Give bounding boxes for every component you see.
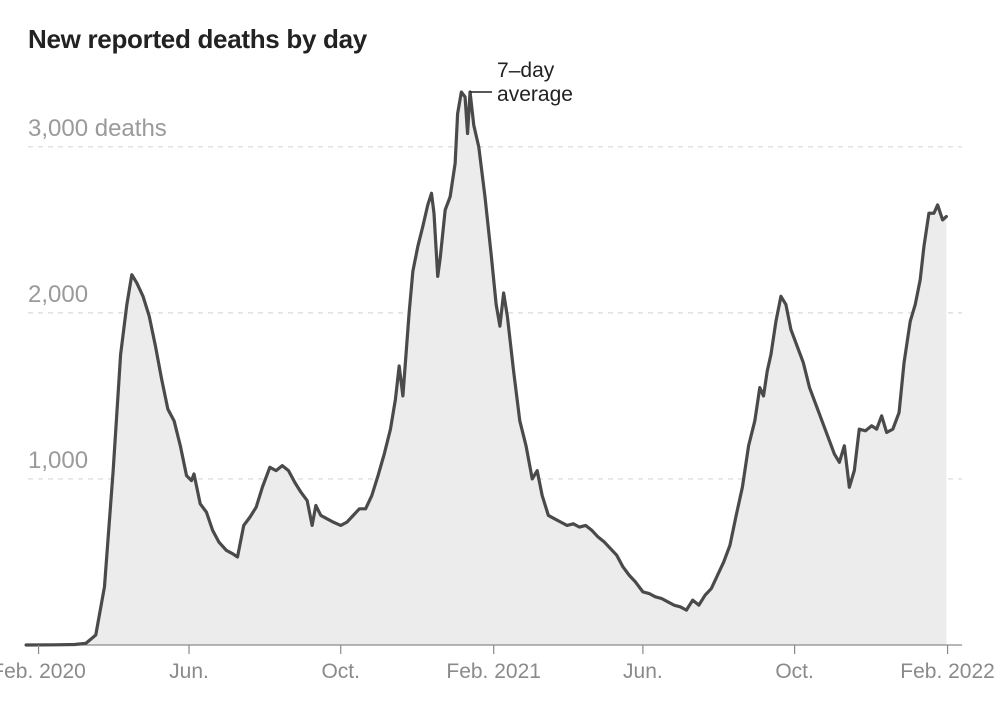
- annotation-label-line1: 7–day: [497, 59, 555, 82]
- y-tick-label-2000: 2,000: [28, 281, 88, 308]
- series-line-7-day-average: [24, 90, 948, 647]
- y-axis-ticks: 3,000 deaths 2,000 1,000: [28, 115, 167, 474]
- series-annotation: 7–day average: [470, 59, 573, 106]
- x-tick-label-3: Feb. 2021: [446, 660, 541, 683]
- series-area-fill: [26, 92, 947, 645]
- annotation-label-line2: average: [497, 83, 573, 106]
- x-tick-label-6: Feb. 2022: [900, 660, 995, 683]
- x-tick-label-4: Jun.: [623, 660, 663, 683]
- chart-title: New reported deaths by day: [28, 24, 367, 54]
- y-tick-label-1000: 1,000: [28, 447, 88, 474]
- y-tick-label-3000: 3,000 deaths: [28, 115, 167, 142]
- x-tick-label-0: Feb. 2020: [0, 660, 86, 683]
- x-tick-label-1: Jun.: [169, 660, 209, 683]
- x-axis-ticks: Feb. 2020 Jun. Oct. Feb. 2021 Jun. Oct. Feb. 2…: [0, 645, 995, 683]
- x-tick-label-2: Oct.: [321, 660, 360, 683]
- x-tick-label-5: Oct.: [775, 660, 814, 683]
